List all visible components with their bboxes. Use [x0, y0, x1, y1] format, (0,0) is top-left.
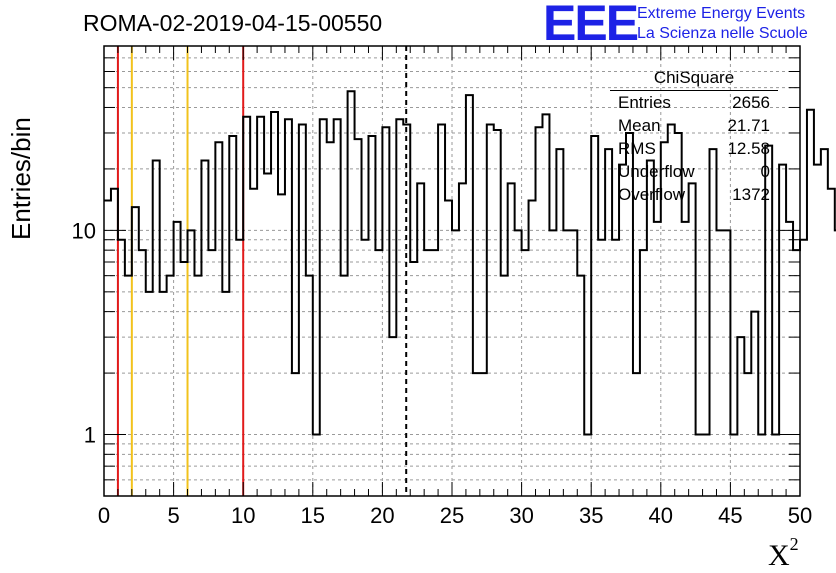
stats-label: Mean — [618, 116, 661, 135]
stats-row-underflow: Underflow 0 — [610, 160, 778, 183]
stats-box: ChiSquare Entries 2656 Mean 21.71 RMS 12.58 Un… — [610, 68, 778, 206]
logo-line-1: Extreme Energy Events — [637, 5, 806, 22]
stats-label: Underflow — [618, 162, 695, 181]
x-tick-label: 20 — [370, 503, 394, 528]
x-tick-label: 15 — [301, 503, 325, 528]
grid-lines — [104, 46, 800, 496]
x-axis-ticks: 0 5 10 15 20 25 30 35 40 45 50 — [98, 46, 812, 528]
stats-label: RMS — [618, 139, 656, 158]
chart-title: ROMA-02-2019-04-15-00550 — [83, 10, 383, 36]
stats-box-title: ChiSquare — [610, 68, 778, 91]
x-tick-label: 0 — [98, 503, 110, 528]
reference-lines — [116, 46, 408, 496]
stats-value: 0 — [760, 162, 770, 181]
stats-value: 1372 — [732, 185, 770, 204]
stats-row-overflow: Overflow 1372 — [610, 183, 778, 206]
stats-label: Overflow — [618, 185, 686, 204]
stats-row-entries: Entries 2656 — [610, 91, 778, 114]
y-tick-label: 10 — [72, 218, 96, 243]
x-tick-label: 45 — [718, 503, 742, 528]
x-tick-label: 10 — [231, 503, 255, 528]
histogram-series — [104, 90, 836, 436]
x-tick-label: 30 — [509, 503, 533, 528]
y-axis-ticks: 1 10 — [72, 45, 800, 481]
x-tick-label: 25 — [440, 503, 464, 528]
y-axis-label: Entries/bin — [6, 117, 36, 240]
x-axis-label: X2 — [768, 534, 799, 572]
x-tick-label: 5 — [167, 503, 179, 528]
stats-value: 12.58 — [727, 139, 770, 158]
eee-logo: EEE — [543, 0, 639, 51]
stats-value: 2656 — [732, 93, 770, 112]
stats-label: Entries — [618, 93, 671, 112]
stats-value: 21.71 — [727, 116, 770, 135]
logo-line-2: La Scienza nelle Scuole — [637, 25, 808, 42]
y-tick-label: 1 — [84, 423, 96, 448]
x-tick-label: 40 — [649, 503, 673, 528]
stats-row-rms: RMS 12.58 — [610, 137, 778, 160]
x-tick-label: 35 — [579, 503, 603, 528]
stats-row-mean: Mean 21.71 — [610, 114, 778, 137]
x-tick-label: 50 — [788, 503, 812, 528]
